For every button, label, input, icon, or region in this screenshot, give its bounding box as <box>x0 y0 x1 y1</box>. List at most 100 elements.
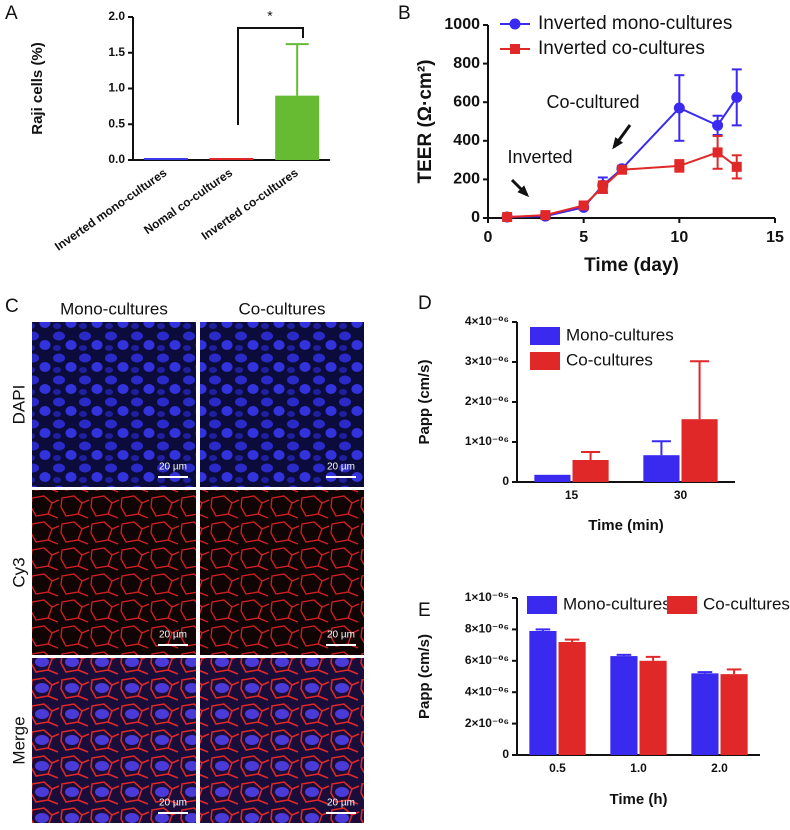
bar <box>720 674 748 755</box>
data-point <box>731 161 742 172</box>
error-bar <box>564 638 580 642</box>
data-point <box>673 102 685 114</box>
bar <box>681 419 718 482</box>
data-point <box>540 210 551 221</box>
row-label: Cy3 <box>9 557 28 587</box>
legend-label: Mono-cultures <box>563 594 671 613</box>
bar <box>639 660 667 755</box>
x-tick-label: 30 <box>674 488 688 502</box>
x-tick-label: 2.0 <box>711 761 728 775</box>
legend-label: Co-cultures <box>566 350 653 369</box>
error-bar <box>697 671 713 674</box>
micrograph <box>200 322 364 487</box>
legend-marker <box>510 44 520 54</box>
y-tick-label: 4×10⁻⁰⁶ <box>465 314 509 328</box>
y-tick-label: 6×10⁻⁰⁶ <box>465 653 509 667</box>
y-tick-label: 1000 <box>444 16 480 33</box>
row-label: DAPI <box>9 385 28 425</box>
annotation: * <box>267 8 273 24</box>
y-tick-label: 8×10⁻⁰⁶ <box>465 622 509 636</box>
y-tick-label: 0.0 <box>108 152 125 166</box>
data-point <box>597 182 608 193</box>
y-axis-label: Papp (cm/s) <box>416 634 433 719</box>
x-tick-label: 15 <box>766 229 784 246</box>
arrow-head <box>612 137 624 150</box>
bar <box>209 158 254 160</box>
y-tick-label: 1×10⁻⁰⁵ <box>465 590 509 604</box>
y-tick-label: 0 <box>471 209 480 226</box>
significance-bracket <box>237 27 304 125</box>
data-point <box>578 200 589 211</box>
data-point <box>712 119 724 131</box>
bar <box>572 460 609 482</box>
data-point <box>712 147 723 158</box>
error-bar <box>581 451 601 460</box>
panel-label: E <box>418 600 431 621</box>
data-point <box>502 212 513 223</box>
column-label: Co-cultures <box>239 299 326 318</box>
data-point <box>731 91 743 103</box>
error-bar <box>535 628 551 631</box>
bar <box>691 673 719 755</box>
y-tick-label: 2×10⁻⁰⁶ <box>465 716 509 730</box>
column-label: Mono-cultures <box>60 299 168 318</box>
x-tick-label: Inverted mono-cultures <box>52 165 170 253</box>
micrograph <box>32 322 196 487</box>
x-tick-label: 10 <box>670 229 688 246</box>
legend-label: Co-cultures <box>703 594 790 613</box>
row-label: Merge <box>9 716 28 764</box>
micrograph <box>200 658 364 823</box>
y-tick-label: 0 <box>502 747 509 761</box>
panel-label: A <box>5 3 18 24</box>
error-bar <box>651 440 671 456</box>
x-axis-label: Time (min) <box>588 517 664 534</box>
scale-bar-label: 20 µm <box>159 630 187 641</box>
x-tick-label: 0 <box>484 229 493 246</box>
series-line <box>507 151 738 219</box>
bar <box>558 641 586 755</box>
error-bar <box>690 360 710 420</box>
x-axis-label: Time (day) <box>584 255 679 276</box>
legend-label: Mono-cultures <box>566 325 674 344</box>
bar <box>534 474 571 482</box>
data-point <box>616 164 627 175</box>
y-axis-label: TEER (Ω·cm²) <box>415 60 436 184</box>
y-tick-label: 1×10⁻⁰⁶ <box>465 434 509 448</box>
error-bar <box>645 655 661 661</box>
micrograph <box>32 658 196 823</box>
scale-bar-label: 20 µm <box>327 630 355 641</box>
y-tick-label: 2.0 <box>108 9 125 23</box>
legend-swatch <box>527 596 557 614</box>
y-tick-label: 200 <box>453 171 480 188</box>
y-tick-label: 0.5 <box>108 116 125 130</box>
legend-swatch <box>667 596 697 614</box>
y-tick-label: 1.0 <box>108 81 125 95</box>
scale-bar-label: 20 µm <box>327 462 355 473</box>
error-bar <box>285 43 309 96</box>
y-tick-label: 2×10⁻⁰⁶ <box>465 394 509 408</box>
annotation: Co-cultured <box>546 92 639 112</box>
legend-label: Inverted co-cultures <box>538 38 705 59</box>
micrograph <box>200 490 364 655</box>
x-tick-label: 15 <box>565 488 579 502</box>
y-axis-label: Papp (cm/s) <box>416 359 433 444</box>
bar <box>643 455 680 482</box>
legend-marker <box>509 18 521 30</box>
bar <box>529 630 557 755</box>
x-tick-label: 0.5 <box>549 761 566 775</box>
panel-label: D <box>418 293 432 314</box>
panel-label: B <box>398 3 411 24</box>
error-bar <box>726 668 742 675</box>
y-tick-label: 4×10⁻⁰⁶ <box>465 684 509 698</box>
bar <box>610 656 638 755</box>
scale-bar-label: 20 µm <box>159 462 187 473</box>
bar <box>275 95 320 160</box>
series-line <box>507 96 738 219</box>
micrograph <box>32 490 196 655</box>
annotation: Inverted <box>507 147 572 167</box>
scale-bar-label: 20 µm <box>159 798 187 809</box>
y-tick-label: 400 <box>453 132 480 149</box>
data-point <box>674 160 685 171</box>
x-tick-label: 1.0 <box>630 761 647 775</box>
